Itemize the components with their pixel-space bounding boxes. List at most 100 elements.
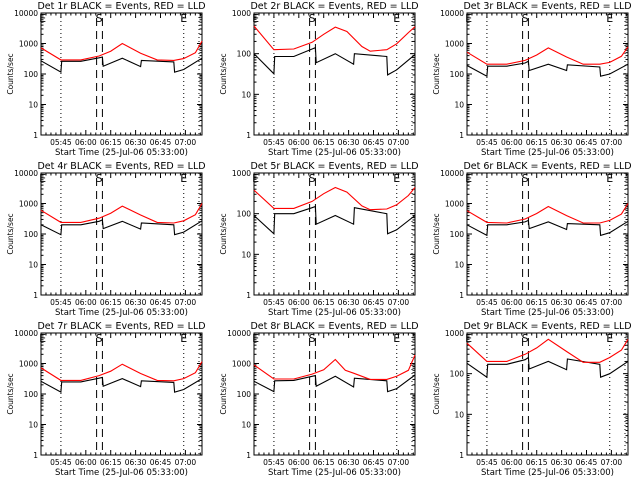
y-tick-label: 1000 bbox=[445, 200, 464, 209]
plot-frame bbox=[466, 12, 629, 136]
subplot-det-9: Det 9r BLACK = Events, RED = LLD 1 10 100 10… bbox=[432, 321, 632, 478]
y-tick-label: 10 bbox=[241, 90, 251, 99]
x-tick-label: 06:30 bbox=[125, 298, 147, 307]
marker-label-e: E bbox=[180, 172, 187, 185]
series-line-lld bbox=[40, 361, 203, 382]
y-axis-label: Counts/sec bbox=[6, 53, 15, 94]
x-tick-label: 06:30 bbox=[551, 458, 573, 467]
subplot-title: Det 1r BLACK = Events, RED = LLD bbox=[37, 1, 205, 12]
x-tick-label: 06:00 bbox=[288, 458, 310, 467]
y-tick-label: 10000 bbox=[440, 9, 464, 18]
y-tick-label: 100 bbox=[237, 210, 252, 219]
y-tick-label: 10 bbox=[28, 101, 38, 110]
subplot-det-2: Det 2r BLACK = Events, RED = LLD 1 10 100 10… bbox=[219, 1, 419, 158]
series-line-events bbox=[466, 356, 629, 379]
marker-label-e: E bbox=[180, 332, 187, 345]
y-tick-label: 10 bbox=[454, 410, 464, 419]
x-tick-label: 06:15 bbox=[313, 138, 335, 147]
plot-frame bbox=[253, 172, 416, 296]
x-tick-label: 05:45 bbox=[263, 298, 285, 307]
y-tick-label: 1000 bbox=[232, 169, 251, 178]
x-tick-label: 06:45 bbox=[576, 298, 598, 307]
subplot-det-8: Det 8r BLACK = Events, RED = LLD 1 10 100 10… bbox=[219, 321, 419, 478]
x-tick-label: 06:00 bbox=[501, 298, 523, 307]
x-tick-label: 06:15 bbox=[313, 298, 335, 307]
marker-label-e: E bbox=[39, 172, 46, 185]
x-tick-label: 06:45 bbox=[576, 458, 598, 467]
y-tick-label: 10 bbox=[241, 250, 251, 259]
series-line-lld bbox=[253, 354, 416, 380]
x-tick-label: 06:45 bbox=[150, 458, 172, 467]
series-line-lld bbox=[466, 46, 629, 65]
subplot-title: Det 3r BLACK = Events, RED = LLD bbox=[463, 1, 631, 12]
series-line-lld bbox=[40, 203, 203, 224]
y-tick-label: 100 bbox=[237, 390, 252, 399]
marker-label-e: E bbox=[606, 172, 613, 185]
marker-label-e: E bbox=[393, 12, 400, 25]
series-line-events bbox=[466, 219, 629, 237]
marker-label-s: S bbox=[96, 12, 103, 25]
x-tick-label: 06:45 bbox=[363, 298, 385, 307]
y-axis-label: Counts/sec bbox=[432, 53, 441, 94]
y-tick-label: 10 bbox=[241, 421, 251, 430]
x-tick-label: 05:45 bbox=[50, 458, 72, 467]
plot-frame bbox=[40, 332, 203, 456]
y-tick-label: 10000 bbox=[227, 329, 251, 338]
x-tick-label: 06:00 bbox=[75, 138, 97, 147]
x-tick-label: 07:00 bbox=[388, 458, 410, 467]
series-line-events bbox=[40, 56, 203, 74]
subplot-title: Det 5r BLACK = Events, RED = LLD bbox=[250, 161, 418, 172]
plot-frame bbox=[466, 332, 629, 456]
y-tick-label: 10000 bbox=[14, 329, 38, 338]
marker-label-e: E bbox=[39, 12, 46, 25]
marker-label-s: S bbox=[522, 332, 529, 345]
marker-label-e: E bbox=[252, 172, 259, 185]
marker-label-s: S bbox=[309, 172, 316, 185]
y-tick-label: 1000 bbox=[445, 329, 464, 338]
y-tick-label: 100 bbox=[24, 390, 39, 399]
subplot-title: Det 7r BLACK = Events, RED = LLD bbox=[37, 321, 205, 332]
subplot-title: Det 4r BLACK = Events, RED = LLD bbox=[37, 161, 205, 172]
x-tick-label: 07:00 bbox=[388, 138, 410, 147]
y-tick-label: 1000 bbox=[445, 40, 464, 49]
x-tick-label: 06:45 bbox=[150, 138, 172, 147]
x-tick-label: 05:45 bbox=[50, 138, 72, 147]
x-tick-label: 05:45 bbox=[476, 138, 498, 147]
x-tick-label: 06:30 bbox=[338, 458, 360, 467]
series-line-lld bbox=[253, 186, 416, 211]
marker-label-s: S bbox=[522, 12, 529, 25]
x-tick-label: 06:15 bbox=[100, 138, 122, 147]
y-tick-label: 10 bbox=[28, 261, 38, 270]
marker-label-s: S bbox=[96, 332, 103, 345]
x-axis-label: Start Time (25-Jul-06 05:33:00) bbox=[268, 468, 401, 478]
subplot-det-6: Det 6r BLACK = Events, RED = LLD 1 10 100 10… bbox=[432, 161, 632, 318]
subplot-det-7: Det 7r BLACK = Events, RED = LLD 1 10 100 10… bbox=[6, 321, 206, 478]
y-tick-label: 1 bbox=[33, 131, 38, 140]
x-tick-label: 06:45 bbox=[363, 458, 385, 467]
y-tick-label: 10000 bbox=[440, 169, 464, 178]
x-tick-label: 06:30 bbox=[551, 298, 573, 307]
y-tick-label: 10 bbox=[454, 101, 464, 110]
marker-label-s: S bbox=[96, 172, 103, 185]
x-axis-label: Start Time (25-Jul-06 05:33:00) bbox=[481, 148, 614, 158]
x-axis-label: Start Time (25-Jul-06 05:33:00) bbox=[55, 308, 188, 318]
subplot-det-5: Det 5r BLACK = Events, RED = LLD 1 10 100 10… bbox=[219, 161, 419, 318]
x-tick-label: 07:00 bbox=[601, 458, 623, 467]
x-tick-label: 05:45 bbox=[50, 298, 72, 307]
y-tick-label: 100 bbox=[450, 230, 465, 239]
subplot-title: Det 6r BLACK = Events, RED = LLD bbox=[463, 161, 631, 172]
x-tick-label: 06:30 bbox=[125, 138, 147, 147]
x-tick-label: 06:30 bbox=[125, 458, 147, 467]
y-tick-label: 1 bbox=[459, 451, 464, 460]
x-tick-label: 06:45 bbox=[150, 298, 172, 307]
marker-label-e: E bbox=[606, 12, 613, 25]
marker-label-s: S bbox=[309, 332, 316, 345]
y-tick-label: 100 bbox=[450, 370, 465, 379]
series-line-events bbox=[253, 205, 416, 236]
y-tick-label: 1 bbox=[33, 291, 38, 300]
y-tick-label: 1 bbox=[246, 451, 251, 460]
y-tick-label: 100 bbox=[24, 70, 39, 79]
x-tick-label: 07:00 bbox=[175, 458, 197, 467]
marker-label-e: E bbox=[252, 12, 259, 25]
subplot-title: Det 2r BLACK = Events, RED = LLD bbox=[250, 1, 418, 12]
